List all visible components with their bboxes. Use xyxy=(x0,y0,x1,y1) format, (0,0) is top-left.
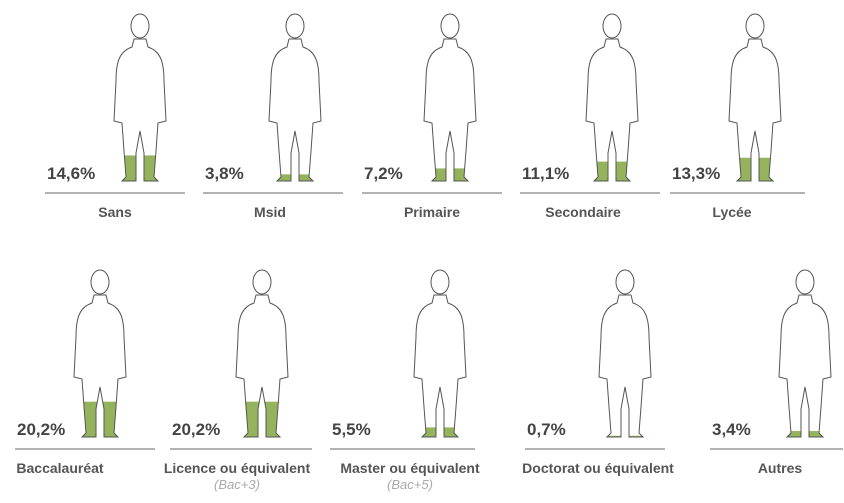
figure xyxy=(598,269,652,438)
category-label: Lycée xyxy=(712,204,751,220)
category-label: Licence ou équivalent xyxy=(164,460,311,476)
fill-level xyxy=(236,401,288,437)
fill-level xyxy=(74,401,126,437)
figure xyxy=(268,13,322,182)
fill-level xyxy=(729,157,781,181)
value-label: 20,2% xyxy=(172,420,220,439)
category-label: Primaire xyxy=(404,204,460,220)
value-label: 3,4% xyxy=(712,420,751,439)
category-label: Autres xyxy=(758,460,803,476)
category-label: Msid xyxy=(254,204,286,220)
figure xyxy=(113,13,167,182)
value-label: 3,8% xyxy=(205,164,244,183)
category-note: (Bac+3) xyxy=(214,477,260,492)
fill-level xyxy=(269,174,321,181)
category-label: Baccalauréat xyxy=(16,460,104,476)
value-label: 13,3% xyxy=(672,164,720,183)
fill-level xyxy=(424,168,476,181)
figure xyxy=(728,13,782,182)
fill-level xyxy=(779,431,831,437)
category-note: (Bac+5) xyxy=(387,477,433,492)
figure xyxy=(235,269,289,438)
figure xyxy=(423,13,477,182)
value-label: 14,6% xyxy=(47,164,95,183)
value-label: 7,2% xyxy=(364,164,403,183)
category-label: Secondaire xyxy=(545,204,621,220)
fill-level xyxy=(599,435,651,437)
fill-level xyxy=(114,155,166,181)
fill-level xyxy=(586,161,638,181)
category-label: Sans xyxy=(98,204,132,220)
category-label: Doctorat ou équivalent xyxy=(522,460,674,476)
figure xyxy=(778,269,832,438)
value-label: 11,1% xyxy=(522,164,569,183)
value-label: 0,7% xyxy=(527,420,566,439)
figure xyxy=(413,269,467,438)
figure xyxy=(585,13,639,182)
value-label: 5,5% xyxy=(332,420,371,439)
category-label: Master ou équivalent xyxy=(340,460,480,476)
value-label: 20,2% xyxy=(17,420,65,439)
figure xyxy=(73,269,127,438)
fill-level xyxy=(414,427,466,437)
